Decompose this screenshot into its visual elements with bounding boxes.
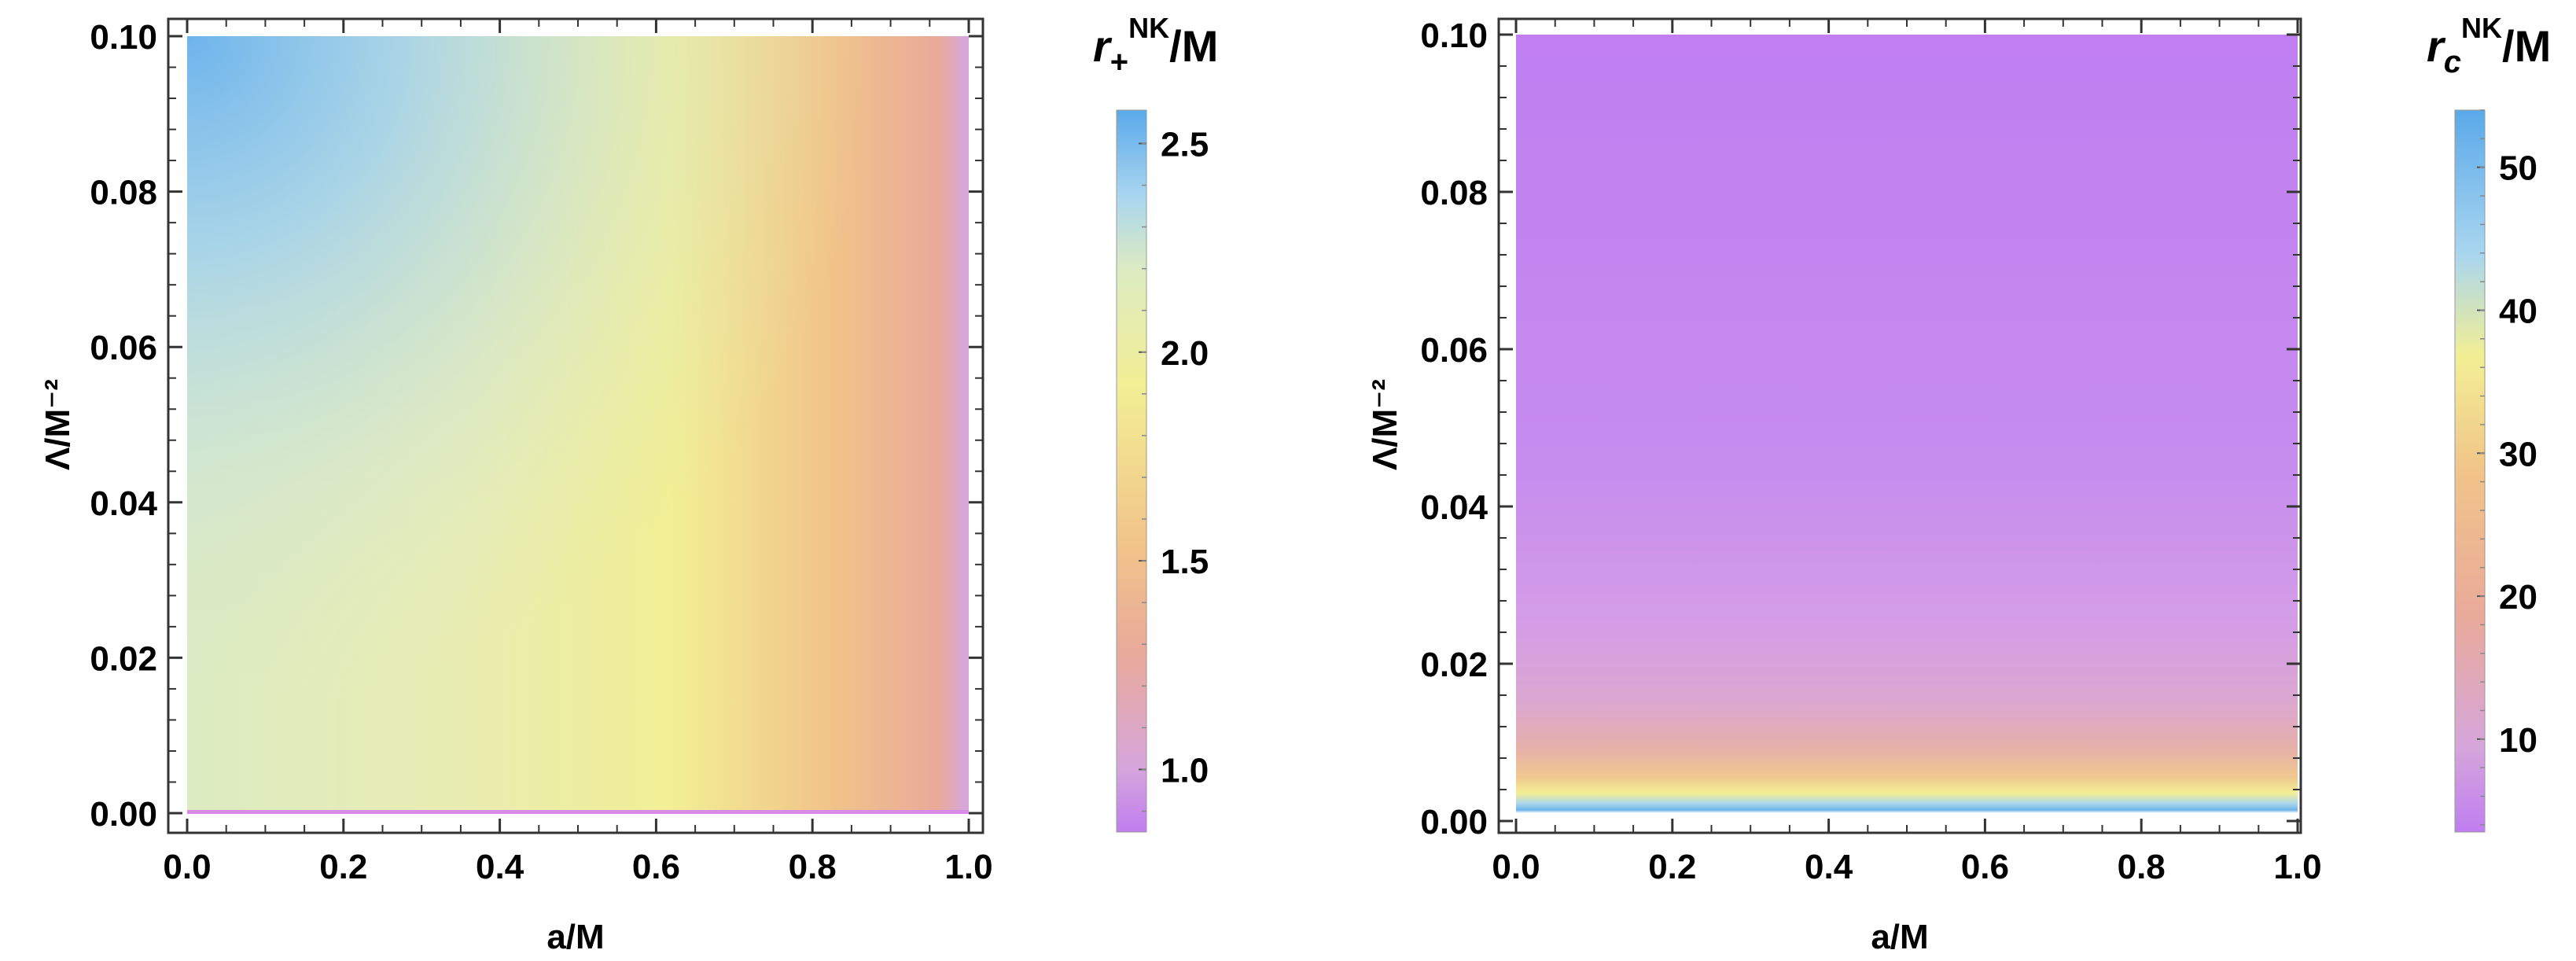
left-x-tick-label: 0.0 [163,848,211,886]
left-x-tick-label: 1.0 [944,848,992,886]
right-y-tick-label: 0.02 [1420,646,1488,684]
left-cb-tick-label: 1.5 [1161,543,1209,581]
right-heatmap [1516,35,2298,821]
left-colorbar-gradient [1116,109,1147,833]
right-y-tick-label: 0.06 [1420,331,1488,370]
right-x-tick-label: 0.4 [1805,848,1853,886]
right-y-tick-label: 0.10 [1420,17,1488,55]
right-panel: 0.0 0.2 0.4 0.6 0.8 1.0 0.00 0.02 0.04 0.06 0.08 0… [1366,17,2322,956]
left-heatmap-bottom-edge [187,810,969,814]
right-colorbar-gradient [2454,109,2486,833]
left-cb-tick-label: 2.5 [1161,125,1209,164]
left-y-tick-label: 0.00 [90,795,157,834]
right-x-tick-label: 0.8 [2118,848,2166,886]
right-cb-tick-label: 40 [2499,292,2537,330]
left-cb-title-sup: NK [1128,12,1169,44]
left-plot-frame [167,17,984,834]
left-x-tick-label: 0.6 [632,848,680,886]
right-cb-title-rest: /M [2502,21,2551,71]
left-y-tick-label: 0.04 [90,484,157,523]
right-y-tick-label: 0.00 [1420,803,1488,841]
left-colorbar: 1.0 1.5 2.0 2.5 r+NK/M [1093,12,1218,833]
right-cb-title-base: r [2427,21,2446,71]
right-cb-tick-label: 30 [2499,435,2537,473]
right-x-tick-label: 0.0 [1492,848,1540,886]
left-heatmap-right-edge [958,36,969,813]
left-y-tick-label: 0.02 [90,639,157,678]
right-colorbar-title: rcNK/M [2427,12,2551,79]
left-heatmap-blue-overlay [187,36,969,813]
left-y-tick-label: 0.08 [90,174,157,212]
left-y-tick-label: 0.06 [90,329,157,367]
right-y-tick-label: 0.08 [1420,174,1488,212]
left-colorbar-title: r+NK/M [1093,12,1218,79]
right-y-tick-label: 0.04 [1420,488,1488,527]
left-x-tick-label: 0.8 [789,848,837,886]
right-cb-tick-label: 50 [2499,149,2537,188]
left-y-tick-label: 0.10 [90,18,157,57]
right-y-axis-label: Λ/M⁻² [1366,379,1404,470]
right-x-axis-label: a/M [1871,918,1928,956]
right-cb-tick-label: 10 [2499,721,2537,760]
left-cb-title-sub: + [1110,45,1128,79]
right-x-tick-label: 0.6 [1961,848,2009,886]
right-x-tick-label: 0.2 [1648,848,1696,886]
left-cb-tick-label: 2.0 [1161,334,1209,373]
right-cb-title-sub: c [2444,45,2461,79]
right-colorbar: 10 20 30 40 50 rcNK/M [2427,12,2551,833]
right-cb-title-sup: NK [2461,12,2502,44]
right-x-tick-label: 1.0 [2273,848,2321,886]
left-cb-tick-label: 1.0 [1161,751,1209,790]
left-cb-title-base: r [1093,21,1113,71]
left-x-tick-label: 0.2 [319,848,367,886]
left-cb-title-rest: /M [1169,21,1218,71]
left-x-axis-label: a/M [546,918,604,956]
right-plot-frame [1497,17,2302,834]
left-panel: 0.0 0.2 0.4 0.6 0.8 1.0 0.00 0.02 0.04 0.06 0.08 0… [39,17,993,956]
left-y-axis-label: Λ/M⁻² [39,379,77,470]
right-cb-tick-label: 20 [2499,578,2537,617]
left-x-tick-label: 0.4 [476,848,524,886]
